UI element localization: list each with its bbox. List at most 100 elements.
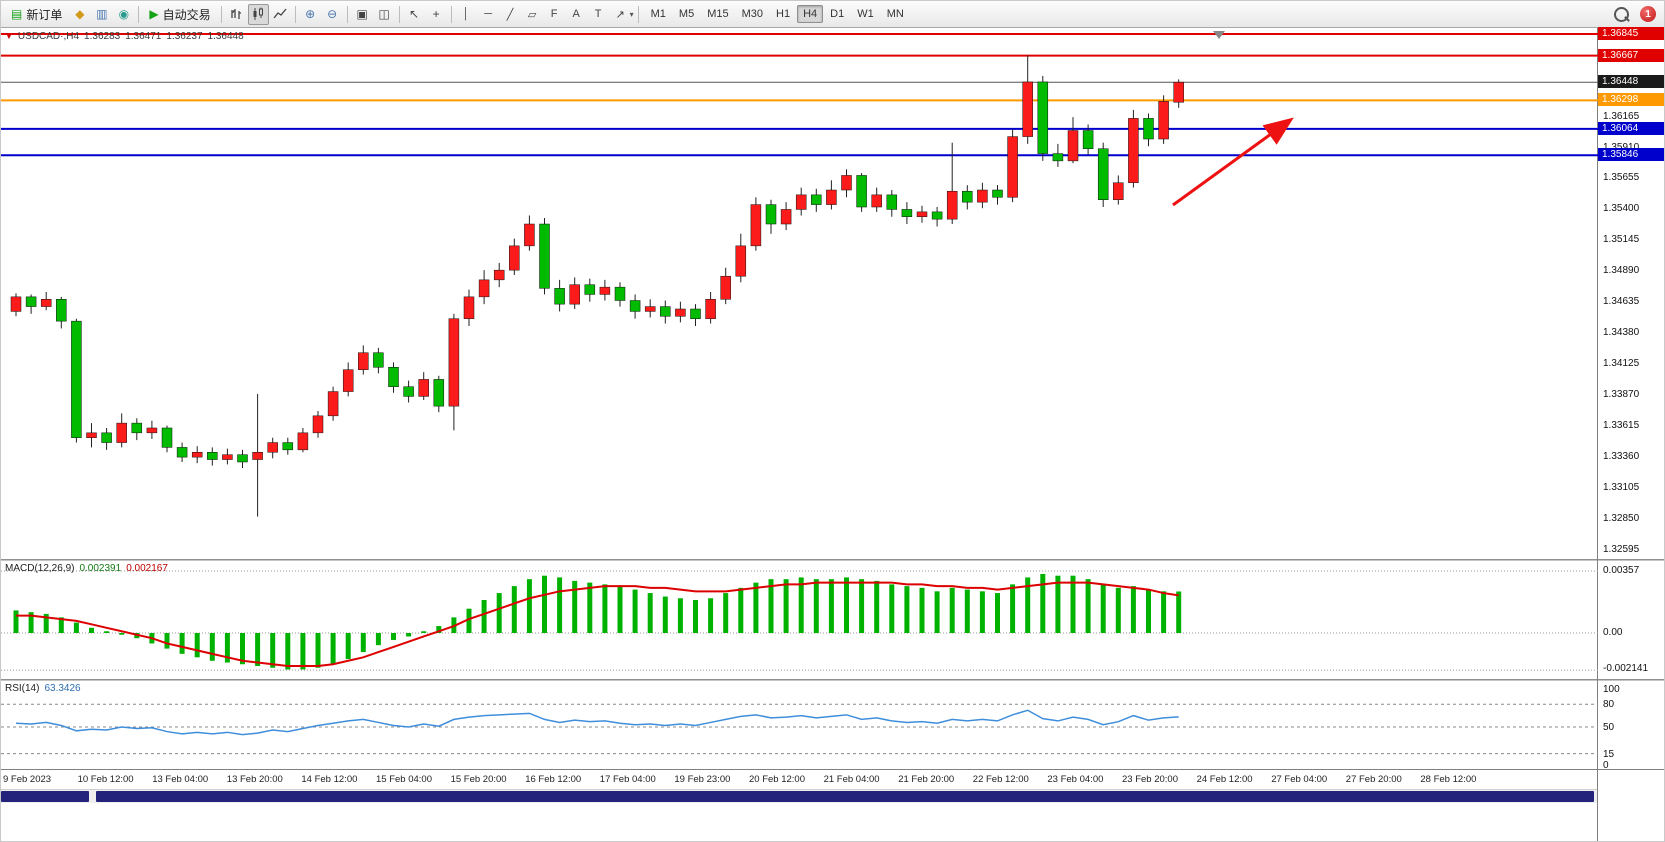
timeframe-h1[interactable]: H1 [770, 5, 796, 23]
time-axis-label: 24 Feb 12:00 [1196, 774, 1253, 785]
trend-arrow-annotation[interactable] [1172, 117, 1294, 207]
search-icon[interactable] [1614, 6, 1629, 22]
toolbar-separator [450, 5, 452, 23]
cascade-windows-icon[interactable]: ◫ [378, 7, 390, 21]
timeframe-w1[interactable]: W1 [851, 5, 880, 23]
rsi-axis-label: 80 [1603, 699, 1615, 711]
price-axis-label: 1.35145 [1603, 234, 1640, 246]
time-axis-label: 27 Feb 04:00 [1271, 774, 1328, 785]
navigator-icon[interactable]: ▥ [96, 7, 108, 21]
crosshair-icon[interactable]: + [432, 7, 440, 21]
candles [10, 55, 1184, 517]
macd-axis-label: -0.002141 [1603, 663, 1649, 674]
new-order-icon: ▤ [11, 7, 23, 21]
toolbar-separator [398, 5, 400, 23]
timeframe-m15[interactable]: M15 [701, 5, 734, 23]
autotrade-button[interactable]: ▶ 自动交易 [143, 3, 216, 26]
time-axis-label: 15 Feb 04:00 [376, 774, 432, 785]
channel-tool-icon[interactable]: ▱ [527, 8, 537, 21]
macd-chart[interactable] [1, 561, 1598, 679]
candlestick-chart[interactable] [1, 28, 1598, 559]
rsi-axis-label: 100 [1603, 684, 1620, 695]
panel-separator[interactable] [1, 679, 1597, 681]
time-axis-label: 27 Feb 20:00 [1345, 774, 1402, 785]
macd-indicator-name: MACD(12,26,9) [5, 563, 75, 574]
timeframe-mn[interactable]: MN [881, 5, 910, 23]
chart-plots-area: ▼ USDCAD·,H4 1.36283 1.36471 1.36237 1.3… [1, 28, 1598, 841]
zoom-in-icon[interactable]: ⊕ [305, 7, 316, 21]
chart-workspace: ▼ USDCAD·,H4 1.36283 1.36471 1.36237 1.3… [1, 27, 1664, 841]
line-chart-icon[interactable] [270, 4, 291, 25]
price-badge-1.36298: 1.36298 [1598, 93, 1664, 107]
time-axis-label: 16 Feb 12:00 [525, 774, 582, 785]
scrollbar-segment[interactable] [1, 791, 89, 802]
macd-axis-label: 0.00 [1603, 627, 1623, 638]
price-badge-1.36667: 1.36667 [1598, 48, 1664, 62]
label-tool-icon[interactable]: T [594, 8, 602, 20]
text-tool-icon[interactable]: A [572, 8, 580, 20]
price-axis-label: 1.33360 [1603, 451, 1640, 463]
price-axis-label: 1.36165 [1603, 110, 1640, 122]
time-axis-label: 23 Feb 20:00 [1122, 774, 1178, 785]
price-axis-label: 1.33105 [1603, 482, 1640, 494]
macd-panel[interactable]: MACD(12,26,9) 0.002391 0.002167 [1, 561, 1598, 679]
time-axis-label: 13 Feb 04:00 [152, 774, 209, 785]
price-axis-label: 1.32850 [1603, 513, 1640, 525]
toolbar-separator [637, 5, 639, 23]
panel-separator[interactable] [1, 559, 1597, 561]
horizontal-scrollbar[interactable] [1, 789, 1597, 803]
toolbar-separator [220, 5, 222, 23]
vertical-line-tool-icon[interactable]: │ [462, 8, 470, 20]
price-badge-1.35846: 1.35846 [1598, 148, 1664, 162]
rsi-label: RSI(14) 63.3426 [5, 683, 81, 694]
zoom-out-icon[interactable]: ⊖ [327, 7, 338, 21]
price-axis: 1.36165 1.35910 1.35655 1.35400 1.35145 1.348… [1598, 27, 1664, 841]
new-order-button[interactable]: ▤ 新订单 [5, 3, 68, 26]
time-axis-label: 14 Feb 12:00 [301, 774, 358, 785]
new-order-label: 新订单 [26, 7, 63, 22]
cursor-icon[interactable]: ↖ [409, 7, 420, 21]
terminal-icon[interactable]: ◉ [118, 7, 130, 21]
timeframe-d1[interactable]: D1 [824, 5, 850, 23]
price-axis-label: 1.35910 [1603, 141, 1640, 153]
time-axis-label: 13 Feb 20:00 [226, 774, 283, 785]
price-badge-1.36845: 1.36845 [1598, 27, 1664, 40]
scrollbar-thumb[interactable] [96, 791, 1594, 802]
axis-separator [1598, 769, 1664, 770]
horizontal-line-tool-icon[interactable]: ─ [484, 8, 492, 20]
main-chart-panel[interactable]: ▼ USDCAD·,H4 1.36283 1.36471 1.36237 1.3… [1, 28, 1598, 559]
fibonacci-tool-icon[interactable]: F [550, 8, 558, 20]
toolbar-separator [346, 5, 348, 23]
axis-separator [1598, 679, 1664, 681]
high-value: 1.36471 [125, 31, 162, 42]
rsi-axis-label: 50 [1603, 722, 1615, 733]
time-axis-label: 22 Feb 12:00 [972, 774, 1029, 785]
rsi-line [15, 709, 1179, 736]
open-value: 1.36283 [84, 31, 121, 42]
timeframe-m5[interactable]: M5 [673, 5, 700, 23]
arrow-tools-dropdown-icon[interactable]: ▾ [629, 9, 634, 19]
tile-windows-icon[interactable]: ▣ [356, 7, 368, 21]
market-watch-icon[interactable]: ◆ [75, 7, 85, 21]
arrow-tools-icon[interactable]: ↗ [615, 8, 625, 21]
price-axis-label: 1.33615 [1603, 420, 1640, 432]
time-axis-label: 21 Feb 04:00 [823, 774, 880, 785]
chart-header: ▼ USDCAD·,H4 1.36283 1.36471 1.36237 1.3… [5, 31, 244, 42]
price-axis-label: 1.34890 [1603, 265, 1640, 277]
bar-chart-icon[interactable] [226, 4, 247, 25]
timeframe-m1[interactable]: M1 [645, 5, 672, 23]
candlestick-chart-icon[interactable] [247, 3, 269, 25]
timeframe-h4[interactable]: H4 [797, 5, 824, 23]
rsi-panel[interactable]: RSI(14) 63.3426 [1, 681, 1598, 769]
price-axis-label: 1.35655 [1603, 172, 1640, 184]
chart-shift-marker[interactable] [1213, 31, 1225, 39]
trendline-tool-icon[interactable]: ╱ [506, 8, 514, 21]
rsi-chart[interactable] [1, 681, 1598, 769]
axis-separator [1598, 559, 1664, 561]
timeframe-m30[interactable]: M30 [736, 5, 769, 23]
macd-histogram [13, 573, 1182, 670]
rsi-axis-label: 15 [1603, 748, 1615, 760]
notification-badge[interactable]: 1 [1640, 6, 1656, 22]
rsi-value: 63.3426 [44, 683, 81, 694]
